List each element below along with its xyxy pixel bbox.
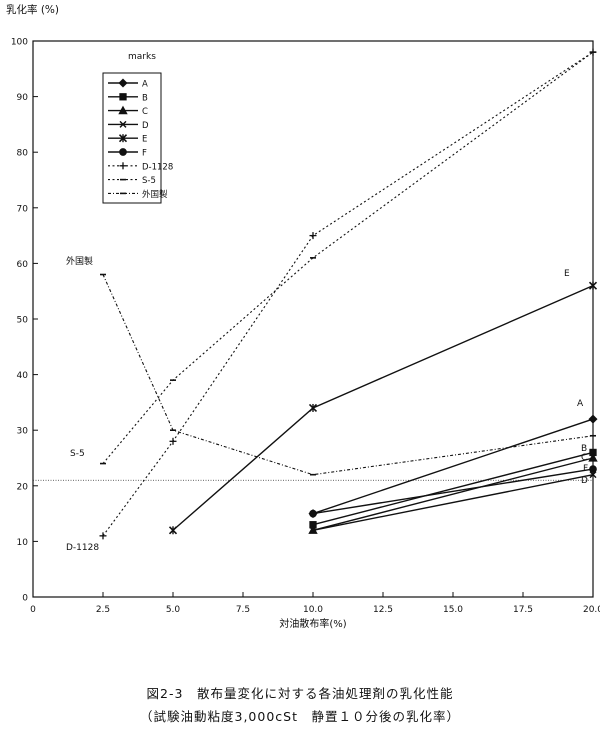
- annotation-label: D-1128: [66, 543, 99, 553]
- legend-label: B: [142, 93, 148, 103]
- data-point: [119, 120, 127, 128]
- legend-label: C: [142, 107, 148, 117]
- figure-subcaption: （試験油動粘度3,000cSt 静置１０分後の乳化率）: [140, 709, 460, 724]
- legend-title: marks: [128, 52, 156, 62]
- legend-label: 外国製: [142, 189, 168, 200]
- series-外国製: [100, 273, 596, 476]
- series-f: [309, 465, 597, 518]
- data-point: [308, 403, 318, 413]
- x-tick-label: 10.0: [303, 605, 323, 615]
- data-point: [309, 509, 317, 518]
- series-line: [102, 274, 594, 476]
- annotation-label: C: [581, 453, 587, 463]
- series-line: [172, 284, 594, 531]
- legend-entry: B: [108, 93, 148, 103]
- series-s-5: [100, 51, 596, 465]
- legend-label: F: [142, 149, 147, 159]
- data-point: [119, 162, 127, 170]
- data-point: [169, 437, 177, 445]
- legend-entry: F: [108, 148, 147, 159]
- legend-label: S-5: [142, 176, 156, 186]
- annotation-label: F: [583, 464, 588, 474]
- series-d-1128: [99, 48, 597, 540]
- data-point: [589, 471, 597, 479]
- annotation-label: D: [581, 476, 588, 486]
- data-point: [309, 232, 317, 240]
- data-point: [588, 281, 598, 290]
- annotation-label: S-5: [70, 449, 85, 459]
- data-point: [119, 93, 127, 101]
- legend-entry: E: [108, 134, 147, 145]
- legend-label: E: [142, 135, 147, 145]
- y-tick-label: 0: [22, 594, 28, 604]
- y-tick-label: 40: [17, 371, 29, 381]
- legend-label: A: [142, 80, 148, 90]
- legend-entry: A: [108, 78, 148, 90]
- series-line: [312, 418, 594, 515]
- series-line: [312, 451, 594, 526]
- data-point: [588, 414, 598, 424]
- series-line: [312, 473, 594, 531]
- legend-entry: D: [108, 121, 149, 131]
- y-tick-label: 10: [17, 538, 29, 548]
- y-axis-label: 乳化率 (%): [6, 3, 59, 16]
- legend-label: D-1128: [142, 162, 173, 172]
- annotation-label: E: [564, 269, 570, 279]
- y-tick-label: 60: [17, 260, 29, 270]
- x-tick-label: 17.5: [513, 605, 533, 615]
- data-point: [588, 453, 598, 462]
- legend-label: D: [142, 121, 149, 131]
- series-line: [102, 51, 594, 537]
- series-b: [309, 448, 597, 529]
- series-line: [312, 457, 594, 531]
- series-line: [312, 468, 594, 515]
- legend-entry: C: [108, 105, 148, 117]
- x-tick-label: 20.0: [583, 605, 600, 615]
- data-point: [99, 532, 107, 540]
- figure-caption: 図2-3 散布量変化に対する各油処理剤の乳化性能: [146, 686, 454, 701]
- annotation-label: A: [577, 399, 584, 409]
- data-point: [118, 78, 128, 88]
- data-point: [118, 105, 128, 115]
- data-point: [589, 465, 597, 473]
- data-point: [168, 526, 178, 535]
- data-point: [119, 148, 127, 156]
- y-tick-label: 50: [17, 316, 29, 326]
- annotation-label: 外国製: [66, 255, 93, 267]
- series-line: [102, 51, 594, 464]
- x-tick-label: 7.5: [236, 605, 250, 615]
- x-tick-label: 15.0: [443, 605, 463, 615]
- legend-entry: 外国製: [108, 189, 168, 200]
- axes: 0 2.5 5.0 7.5 10.0 12.5 15.0 17.5 20.0 0 10 20 30 40 5…: [6, 3, 600, 630]
- x-axis-label: 対油散布率(%): [279, 617, 346, 630]
- x-tick-label: 5.0: [166, 605, 181, 615]
- y-tick-label: 70: [17, 204, 29, 214]
- y-tick-label: 100: [11, 38, 28, 48]
- y-tick-label: 90: [17, 93, 29, 103]
- series-group: [99, 48, 598, 540]
- x-tick-label: 2.5: [96, 605, 110, 615]
- data-point: [309, 526, 317, 534]
- x-tick-label: 12.5: [373, 605, 393, 615]
- series-e: [168, 281, 598, 535]
- annotation-label: B: [581, 444, 587, 454]
- emulsification-chart: 0 2.5 5.0 7.5 10.0 12.5 15.0 17.5 20.0 0 10 20 30 40 5…: [6, 3, 600, 630]
- data-point: [118, 134, 128, 143]
- y-tick-label: 20: [17, 482, 29, 492]
- series-d: [309, 471, 597, 534]
- legend-entry: D-1128: [108, 162, 173, 172]
- y-tick-label: 80: [17, 149, 29, 159]
- legend-entry: S-5: [108, 176, 156, 186]
- y-tick-label: 30: [17, 427, 29, 437]
- x-tick-label: 0: [30, 605, 36, 615]
